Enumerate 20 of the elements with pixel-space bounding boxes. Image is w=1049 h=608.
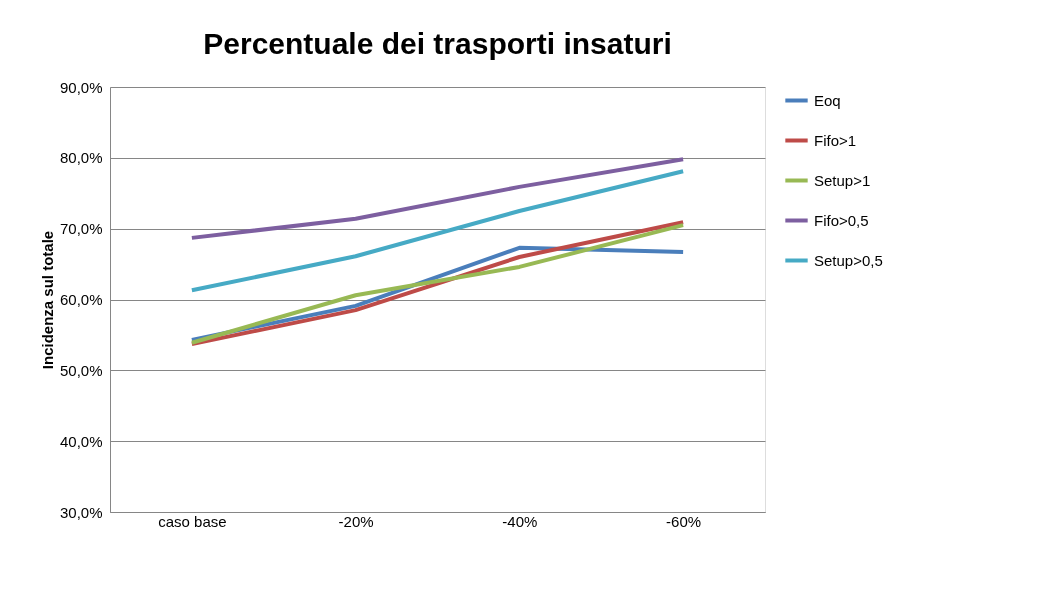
line-series	[189, 169, 686, 293]
chart-title: Percentuale dei trasporti insaturi	[203, 27, 672, 60]
legend-label: Eoq	[814, 91, 841, 109]
y-tick-label: 30,0%	[59, 503, 103, 521]
y-tick-label: 80,0%	[59, 149, 103, 167]
x-tick-label: -40%	[502, 512, 538, 530]
y-axis-title: Incidenza sul totale	[38, 230, 56, 370]
y-tick-label: 70,0%	[59, 220, 103, 238]
legend-label: Setup>1	[814, 171, 871, 189]
x-tick-label: -60%	[666, 512, 702, 530]
line-series	[189, 157, 686, 240]
y-tick-label: 60,0%	[59, 291, 103, 308]
legend-label: Setup>0,5	[814, 251, 883, 269]
y-tick-label: 40,0%	[59, 432, 103, 450]
y-tick-label: 90,0%	[59, 78, 103, 96]
legend-label: Fifo>1	[814, 131, 857, 149]
y-tick-label: 50,0%	[59, 361, 103, 379]
legend-label: Fifo>0,5	[814, 211, 869, 229]
x-tick-label: -20%	[338, 512, 374, 530]
x-tick-label: caso base	[158, 512, 227, 530]
